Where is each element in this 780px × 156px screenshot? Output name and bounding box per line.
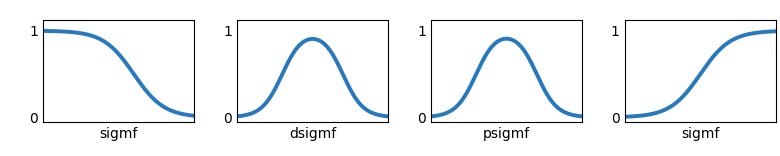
X-axis label: sigmf: sigmf [100, 127, 138, 141]
X-axis label: psigmf: psigmf [483, 127, 530, 141]
X-axis label: dsigmf: dsigmf [289, 127, 336, 141]
X-axis label: sigmf: sigmf [681, 127, 719, 141]
